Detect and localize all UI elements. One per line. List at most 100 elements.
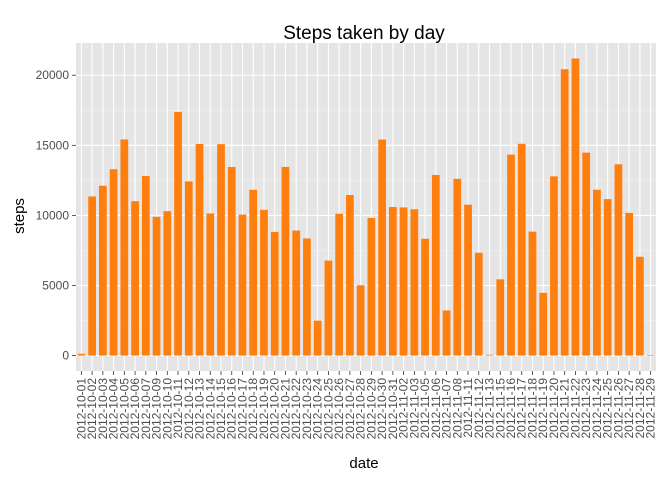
x-tick-label: 2012-10-24 [311, 378, 325, 440]
x-tick-label: 2012-11-02 [397, 378, 411, 439]
x-tick-label: 2012-11-27 [622, 378, 636, 439]
x-tick-label: 2012-10-01 [74, 378, 88, 440]
y-tick-label: 20000 [36, 68, 70, 82]
bar [625, 212, 634, 356]
x-tick-label: 2012-10-19 [257, 378, 271, 440]
bar [131, 201, 139, 356]
bar [453, 178, 462, 356]
bar [399, 207, 408, 356]
x-tick-label: 2012-11-19 [536, 378, 550, 439]
bars-group [77, 58, 655, 356]
x-tick-label: 2012-11-12 [472, 378, 486, 439]
bar [152, 216, 161, 356]
x-tick-label: 2012-11-07 [440, 378, 454, 439]
bar [120, 139, 129, 356]
bar [485, 354, 494, 356]
x-tick-label: 2012-10-07 [139, 378, 153, 440]
bar [410, 209, 419, 356]
x-tick-label: 2012-10-21 [278, 378, 292, 440]
x-tick-label: 2012-10-25 [321, 378, 335, 440]
bar [560, 69, 569, 356]
x-tick-label: 2012-10-27 [343, 378, 357, 440]
bar [227, 167, 236, 356]
x-tick-label: 2012-10-02 [85, 378, 99, 440]
bar [464, 204, 472, 356]
bar [335, 213, 344, 356]
bar [367, 217, 376, 356]
x-tick-label: 2012-10-26 [332, 378, 346, 440]
bar [571, 58, 580, 356]
bar [249, 189, 258, 356]
x-tick-label: 2012-10-28 [354, 378, 368, 440]
bar [496, 279, 505, 356]
bar [238, 214, 247, 356]
x-tick-label: 2012-11-20 [547, 378, 561, 439]
bar [603, 199, 612, 356]
x-tick-label: 2012-10-20 [268, 378, 282, 440]
plot-panel [76, 43, 656, 371]
bar [474, 252, 483, 356]
x-tick-label: 2012-11-03 [407, 378, 421, 439]
x-tick-label: 2012-11-24 [590, 378, 604, 439]
x-tick-label: 2012-10-22 [289, 378, 303, 440]
bar [163, 211, 172, 356]
y-tick-label: 0 [62, 349, 69, 363]
x-tick-label: 2012-10-13 [193, 378, 207, 440]
x-tick-label: 2012-11-21 [558, 378, 572, 439]
x-tick-label: 2012-10-03 [96, 378, 110, 440]
x-tick-label: 2012-10-12 [182, 378, 196, 440]
x-tick-label: 2012-10-06 [128, 378, 142, 440]
x-tick-label: 2012-11-08 [450, 378, 464, 439]
x-tick-label: 2012-11-17 [515, 378, 529, 439]
x-axis-title: date [349, 455, 378, 472]
bar [303, 238, 311, 356]
bar [206, 213, 215, 356]
bar [528, 231, 537, 356]
bar [88, 196, 96, 356]
bar [98, 185, 107, 356]
x-tick-label: 2012-10-31 [386, 378, 400, 440]
x-tick-label: 2012-10-23 [300, 378, 314, 440]
x-tick-label: 2012-11-26 [611, 378, 625, 439]
y-tick-label: 5000 [42, 278, 69, 292]
bar [195, 143, 204, 356]
y-tick-label: 15000 [36, 138, 70, 152]
x-tick-label: 2012-11-28 [633, 378, 647, 439]
bar [184, 181, 193, 356]
x-tick-label: 2012-10-17 [235, 378, 249, 440]
bar [356, 285, 365, 356]
x-tick-label: 2012-10-15 [214, 378, 228, 440]
bar [270, 231, 279, 356]
bar [281, 166, 290, 356]
bar [388, 207, 397, 356]
bar [421, 238, 429, 356]
x-tick-label: 2012-11-11 [461, 378, 475, 438]
bar [378, 139, 386, 356]
bar [346, 194, 354, 356]
x-tick-label: 2012-11-22 [568, 378, 582, 439]
x-tick-label: 2012-11-13 [483, 378, 497, 439]
x-tick-label: 2012-11-16 [504, 378, 518, 439]
x-tick-label: 2012-11-25 [601, 378, 615, 439]
x-axis: 2012-10-012012-10-022012-10-032012-10-04… [74, 371, 658, 440]
bar [109, 169, 118, 356]
bar [582, 152, 591, 356]
bar [141, 176, 150, 356]
bar [313, 320, 322, 356]
bar [517, 143, 526, 356]
chart-title: Steps taken by day [283, 23, 445, 44]
bar [442, 310, 451, 356]
x-tick-label: 2012-10-11 [171, 378, 185, 439]
y-tick-label: 10000 [36, 208, 70, 222]
x-tick-label: 2012-10-30 [375, 378, 389, 440]
bar [217, 144, 225, 356]
bar [550, 176, 558, 356]
bar [260, 209, 268, 356]
x-tick-label: 2012-10-14 [203, 378, 217, 440]
x-tick-label: 2012-10-04 [107, 378, 121, 440]
x-tick-label: 2012-10-16 [225, 378, 239, 440]
y-axis: 0 5000 10000 15000 20000 [36, 68, 76, 363]
bar [636, 256, 644, 356]
x-tick-label: 2012-11-15 [493, 378, 507, 439]
bar [324, 260, 333, 356]
